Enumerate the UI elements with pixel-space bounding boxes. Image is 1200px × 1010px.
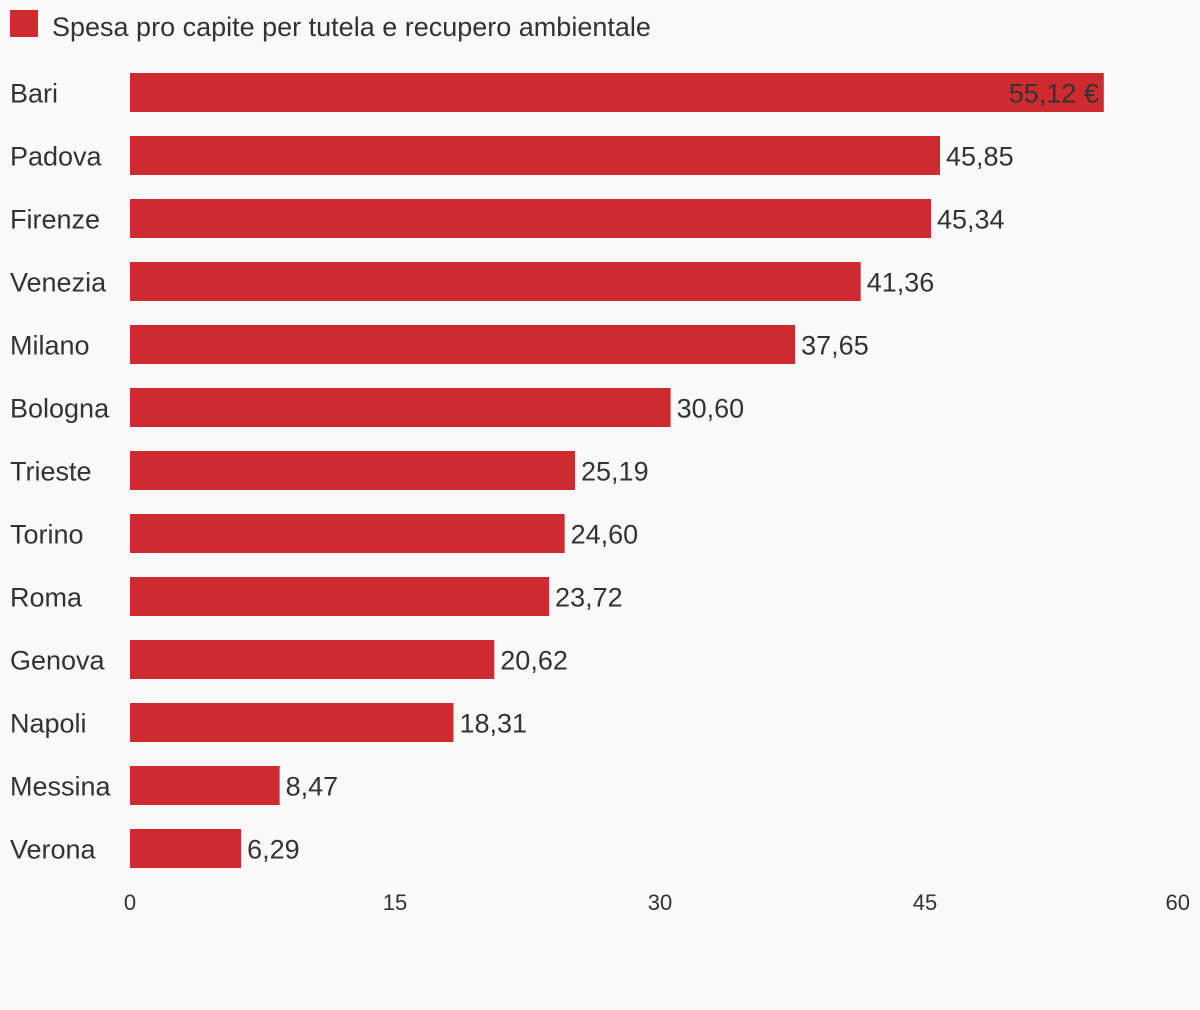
value-label-verona: 6,29: [247, 835, 300, 865]
value-label-genova: 20,62: [500, 646, 568, 676]
x-tick-label-15: 15: [383, 890, 407, 915]
category-label-bologna: Bologna: [10, 394, 110, 424]
value-label-napoli: 18,31: [459, 709, 527, 739]
x-tick-label-30: 30: [648, 890, 672, 915]
bar-messina: [130, 766, 280, 805]
legend-swatch: [10, 10, 38, 37]
x-tick-label-60: 60: [1166, 890, 1190, 915]
value-label-firenze: 45,34: [937, 205, 1005, 235]
value-label-trieste: 25,19: [581, 457, 649, 487]
category-label-messina: Messina: [10, 772, 112, 802]
bar-torino: [130, 514, 565, 553]
category-label-roma: Roma: [10, 583, 83, 613]
bars-group: [130, 73, 1104, 868]
legend-label: Spesa pro capite per tutela e recupero a…: [52, 12, 651, 42]
category-label-trieste: Trieste: [10, 457, 92, 487]
value-label-milano: 37,65: [801, 331, 869, 361]
bar-milano: [130, 325, 796, 364]
value-label-padova: 45,85: [946, 142, 1014, 172]
value-label-venezia: 41,36: [867, 268, 935, 298]
category-label-genova: Genova: [10, 646, 106, 676]
value-label-bologna: 30,60: [677, 394, 745, 424]
bar-trieste: [130, 451, 576, 490]
category-labels: Bari Padova Firenze Venezia Milano Bologna Tri…: [10, 79, 112, 865]
category-label-bari: Bari: [10, 79, 58, 109]
bar-padova: [130, 136, 941, 175]
legend: Spesa pro capite per tutela e recupero a…: [10, 10, 651, 42]
bar-verona: [130, 829, 242, 868]
value-label-bari: 55,12 €: [1009, 79, 1099, 109]
category-label-milano: Milano: [10, 331, 90, 361]
bar-napoli: [130, 703, 454, 742]
value-label-torino: 24,60: [571, 520, 639, 550]
category-label-verona: Verona: [10, 835, 97, 865]
x-tick-label-45: 45: [913, 890, 937, 915]
bar-venezia: [130, 262, 861, 301]
category-label-firenze: Firenze: [10, 205, 100, 235]
bar-bari: [130, 73, 1104, 112]
category-label-venezia: Venezia: [10, 268, 107, 298]
category-label-torino: Torino: [10, 520, 84, 550]
category-label-padova: Padova: [10, 142, 103, 172]
bar-genova: [130, 640, 495, 679]
x-axis: 0 15 30 45 60: [124, 890, 1190, 915]
value-labels: 55,12 € 45,85 45,34 41,36 37,65 30,60 25,19 24,…: [247, 79, 1099, 865]
bar-firenze: [130, 199, 932, 238]
x-tick-label-0: 0: [124, 890, 136, 915]
category-label-napoli: Napoli: [10, 709, 87, 739]
bar-roma: [130, 577, 550, 616]
value-label-messina: 8,47: [286, 772, 339, 802]
bar-bologna: [130, 388, 671, 427]
value-label-roma: 23,72: [555, 583, 623, 613]
